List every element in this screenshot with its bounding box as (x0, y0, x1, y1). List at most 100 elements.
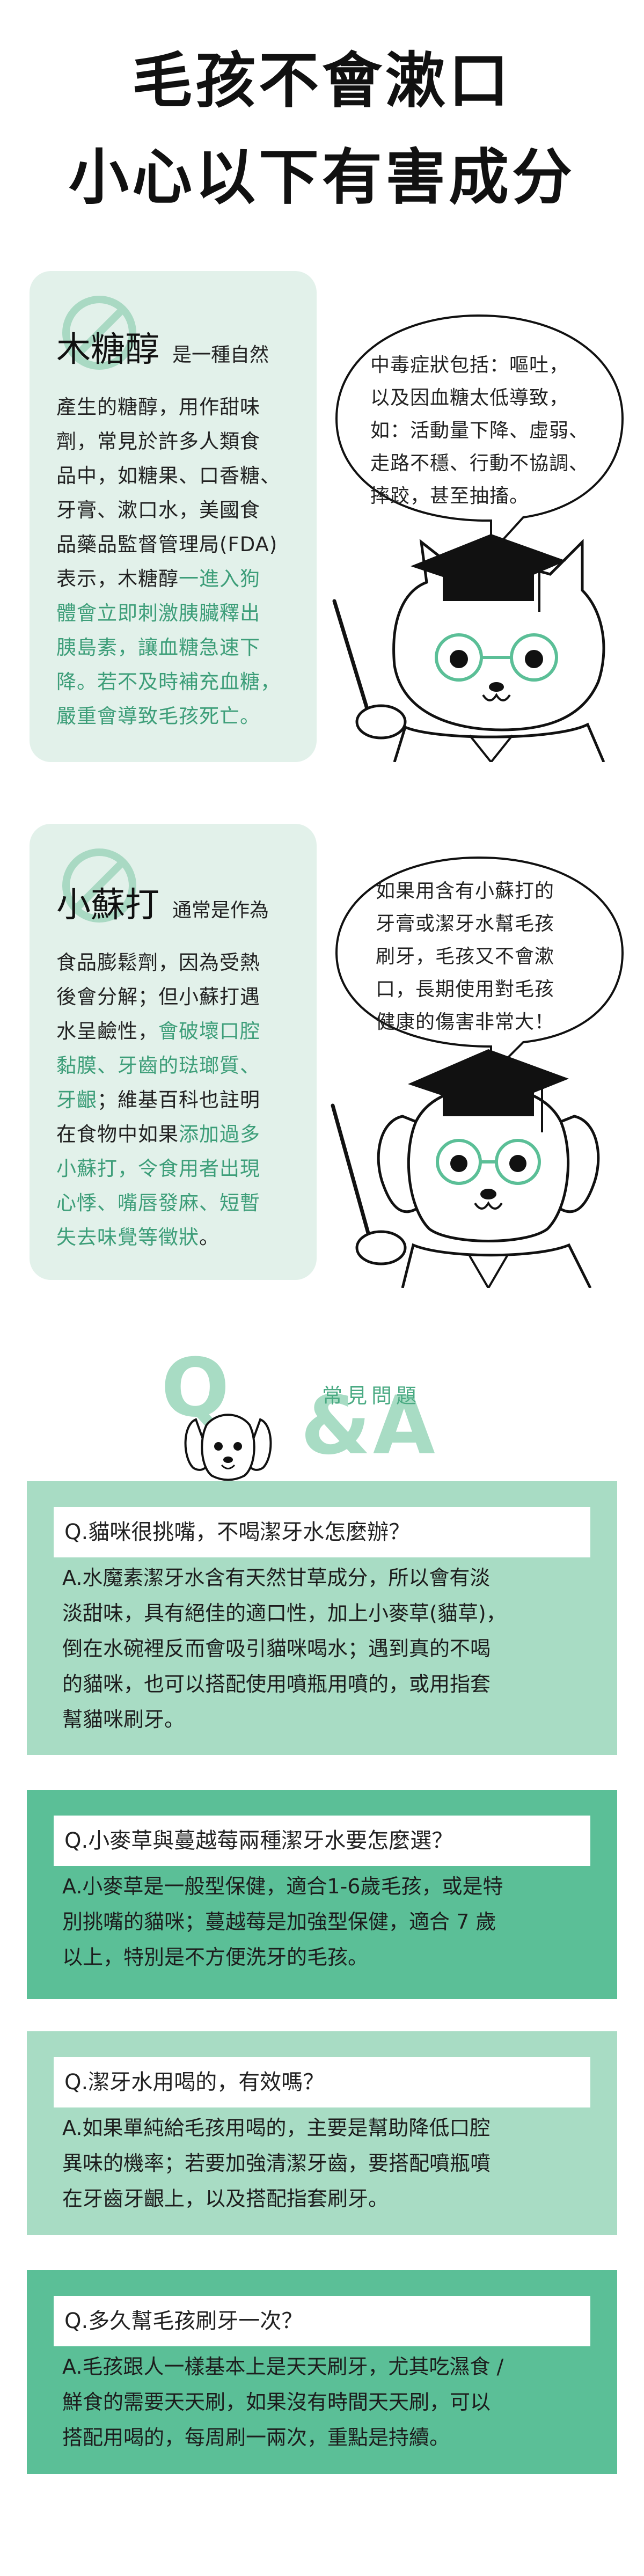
answer-line: 異味的機率；若要加強清潔牙齒，要搭配噴瓶噴 (62, 2151, 491, 2175)
baking-soda-bubble-text: 如果用含有小蘇打的 牙膏或潔牙水幫毛孩 刷牙，毛孩又不會漱 口，長期使用對毛孩 健康的傷… (376, 875, 601, 1038)
baking-soda-name: 小蘇打 (56, 885, 159, 925)
qa-question: Q.貓咪很挑嘴，不喝潔牙水怎麼辦？ (54, 1507, 590, 1557)
answer-line: 淡甜味，具有絕佳的適口性，加上小麥草(貓草)， (62, 1601, 507, 1625)
description-line: 後會分解；但小蘇打遇 (56, 980, 309, 1014)
description-line: 劑，常見於許多人類食 (56, 425, 309, 459)
answer-line: 倒在水碗裡反而會吸引貓咪喝水；遇到真的不喝 (62, 1637, 491, 1660)
answer-line: A.毛孩跟人一樣基本上是天天刷牙，尤其吃濕食 / (62, 2355, 504, 2379)
line-text: 品藥品監督管理局(FDA) (56, 533, 278, 556)
line-text: 表示，木糖醇 (56, 567, 179, 590)
answer-line: A.小麥草是一般型保健，適合1-6歲毛孩，或是特 (62, 1875, 503, 1898)
qa-question: Q.潔牙水用喝的，有效嗎？ (54, 2057, 590, 2107)
description-line: 降。若不及時補充血糖， (56, 665, 309, 699)
answer-line: 搭配用喝的，每周刷一兩次，重點是持續。 (62, 2426, 450, 2449)
line-highlight: 胰島素，讓血糖急速下 (56, 636, 260, 659)
xylitol-bubble-text: 中毒症狀包括：嘔吐， 以及因血糖太低導致， 如：活動量下降、虛弱、 走路不穩、行動不協… (370, 349, 606, 513)
qa-card: Q.潔牙水用喝的，有效嗎？ A.如果單純給毛孩用喝的，主要是幫助降低口腔 異味的機… (27, 2031, 617, 2235)
bubble-line: 如：活動量下降、虛弱、 (370, 420, 589, 442)
answer-line: 別挑嘴的貓咪；蔓越莓是加強型保健，適合 7 歲 (62, 1910, 496, 1934)
puppy-icon (184, 1414, 272, 1481)
baking-soda-subtitle: 通常是作為 (172, 899, 269, 921)
bubble-line: 刷牙，毛孩又不會漱 (376, 946, 555, 968)
line-highlight: 體會立即刺激胰臟釋出 (56, 602, 260, 625)
qa-card: Q.多久幫毛孩刷牙一次？ A.毛孩跟人一樣基本上是天天刷牙，尤其吃濕食 / 鮮食的… (27, 2270, 617, 2474)
answer-line: 的貓咪，也可以搭配使用噴瓶用噴的，或用指套 (62, 1672, 491, 1696)
line-highlight: 牙齦 (56, 1088, 97, 1111)
baking-soda-heading: 小蘇打 通常是作為 (56, 877, 269, 927)
line-text: 。 (199, 1226, 219, 1249)
answer-line: 在牙齒牙齦上，以及搭配指套刷牙。 (62, 2187, 389, 2211)
description-line: 表示，木糖醇一進入狗 (56, 562, 309, 596)
qa-heading-subtitle: 常見問題 (322, 1384, 421, 1408)
line-text: 劑，常見於許多人類食 (56, 430, 260, 453)
qa-question: Q.多久幫毛孩刷牙一次？ (54, 2296, 590, 2346)
xylitol-description: 產生的糖醇，用作甜味 劑，常見於許多人類食 品中，如糖果、口香糖、 牙膏、漱口水，美國… (56, 390, 309, 734)
line-highlight: 失去味覺等徵狀 (56, 1226, 199, 1249)
line-text: 食品膨鬆劑，因為受熱 (56, 951, 260, 974)
prohibited-icon (62, 848, 136, 923)
baking-soda-description: 食品膨鬆劑，因為受熱 後會分解；但小蘇打遇 水呈鹼性，會破壞口腔 黏膜、牙齒的琺瑯質、… (56, 946, 309, 1255)
description-line: 心悸、嘴唇發麻、短暫 (56, 1186, 309, 1220)
description-line: 小蘇打，令食用者出現 (56, 1152, 309, 1186)
qa-heading-amp-a: &A (301, 1379, 437, 1473)
bubble-line: 牙膏或潔牙水幫毛孩 (376, 913, 555, 935)
xylitol-subtitle: 是一種自然 (172, 344, 269, 366)
answer-line: 幫貓咪刷牙。 (62, 1708, 185, 1731)
line-text: 品中，如糖果、口香糖、 (56, 464, 281, 487)
answer-line: A.如果單純給毛孩用喝的，主要是幫助降低口腔 (62, 2116, 491, 2140)
page-title-line1: 毛孩不會漱口 (132, 46, 512, 116)
cat-professor-illustration (332, 534, 605, 762)
prohibited-icon (62, 296, 136, 370)
line-highlight: 小蘇打，令食用者出現 (56, 1157, 260, 1180)
line-highlight: 添加過多 (179, 1123, 260, 1146)
description-line: 牙齦；維基百科也註明 (56, 1083, 309, 1117)
description-line: 牙膏、漱口水，美國食 (56, 493, 309, 528)
answer-line: A.水魔素潔牙水含有天然甘草成分，所以會有淡 (62, 1566, 491, 1590)
bubble-line: 以及因血糖太低導致， (370, 387, 569, 409)
qa-answer: A.小麥草是一般型保健，適合1-6歲毛孩，或是特 別挑嘴的貓咪；蔓越莓是加強型保健… (62, 1869, 599, 1975)
description-line: 黏膜、牙齒的琺瑯質、 (56, 1049, 309, 1083)
speech-bubble-2 (335, 856, 624, 1077)
qa-answer: A.毛孩跟人一樣基本上是天天刷牙，尤其吃濕食 / 鮮食的需要天天刷，如果沒有時間天… (62, 2349, 599, 2455)
answer-line: 鮮食的需要天天刷，如果沒有時間天天刷，可以 (62, 2390, 491, 2414)
bubble-line: 中毒症狀包括：嘔吐， (370, 354, 569, 376)
qa-card: Q.小麥草與蔓越莓兩種潔牙水要怎麼選？ A.小麥草是一般型保健，適合1-6歲毛孩… (27, 1790, 617, 1999)
description-line: 失去味覺等徵狀。 (56, 1220, 309, 1255)
line-highlight: 會破壞口腔 (158, 1020, 260, 1043)
dog-professor-illustration (331, 1049, 600, 1288)
xylitol-card: 木糖醇 是一種自然 產生的糖醇，用作甜味 劑，常見於許多人類食 品中，如糖果、口香糖、… (30, 271, 317, 762)
page-title-line2: 小心以下有害成分 (69, 143, 575, 213)
line-text: 產生的糖醇，用作甜味 (56, 396, 260, 419)
bubble-line: 口，長期使用對毛孩 (376, 978, 555, 1000)
qa-card: Q.貓咪很挑嘴，不喝潔牙水怎麼辦？ A.水魔素潔牙水含有天然甘草成分，所以會有淡… (27, 1481, 617, 1755)
line-text: 牙膏、漱口水，美國食 (56, 499, 260, 522)
answer-line: 以上，特別是不方便洗牙的毛孩。 (62, 1945, 369, 1969)
bubble-line: 走路不穩、行動不協調、 (370, 452, 589, 474)
description-line: 品藥品監督管理局(FDA) (56, 528, 309, 562)
line-text: 水呈鹼性， (56, 1020, 158, 1043)
bubble-line: 健康的傷害非常大！ (376, 1011, 555, 1033)
description-line: 食品膨鬆劑，因為受熱 (56, 946, 309, 980)
description-line: 產生的糖醇，用作甜味 (56, 390, 309, 425)
qa-answer: A.水魔素潔牙水含有天然甘草成分，所以會有淡 淡甜味，具有絕佳的適口性，加上小麥草… (62, 1560, 599, 1737)
line-highlight: 嚴重會導致毛孩死亡。 (56, 705, 260, 728)
line-text: ；維基百科也註明 (97, 1088, 260, 1111)
description-line: 在食物中如果添加過多 (56, 1117, 309, 1152)
description-line: 品中，如糖果、口香糖、 (56, 459, 309, 493)
xylitol-name: 木糖醇 (56, 330, 159, 370)
xylitol-heading: 木糖醇 是一種自然 (56, 322, 269, 371)
description-line: 胰島素，讓血糖急速下 (56, 631, 309, 665)
qa-answer: A.如果單純給毛孩用喝的，主要是幫助降低口腔 異味的機率；若要加強清潔牙齒，要搭配… (62, 2110, 599, 2216)
line-text: 在食物中如果 (56, 1123, 179, 1146)
qa-question: Q.小麥草與蔓越莓兩種潔牙水要怎麼選？ (54, 1816, 590, 1866)
line-highlight: 降。若不及時補充血糖， (56, 670, 281, 693)
speech-bubble-1 (335, 314, 624, 556)
description-line: 嚴重會導致毛孩死亡。 (56, 699, 309, 734)
line-text: 後會分解；但小蘇打遇 (56, 985, 260, 1008)
description-line: 體會立即刺激胰臟釋出 (56, 596, 309, 631)
bubble-line: 如果用含有小蘇打的 (376, 880, 555, 902)
description-line: 水呈鹼性，會破壞口腔 (56, 1014, 309, 1049)
line-highlight: 黏膜、牙齒的琺瑯質、 (56, 1054, 260, 1077)
line-highlight: 一進入狗 (179, 567, 260, 590)
bubble-line: 摔跤，甚至抽搐。 (370, 485, 530, 507)
